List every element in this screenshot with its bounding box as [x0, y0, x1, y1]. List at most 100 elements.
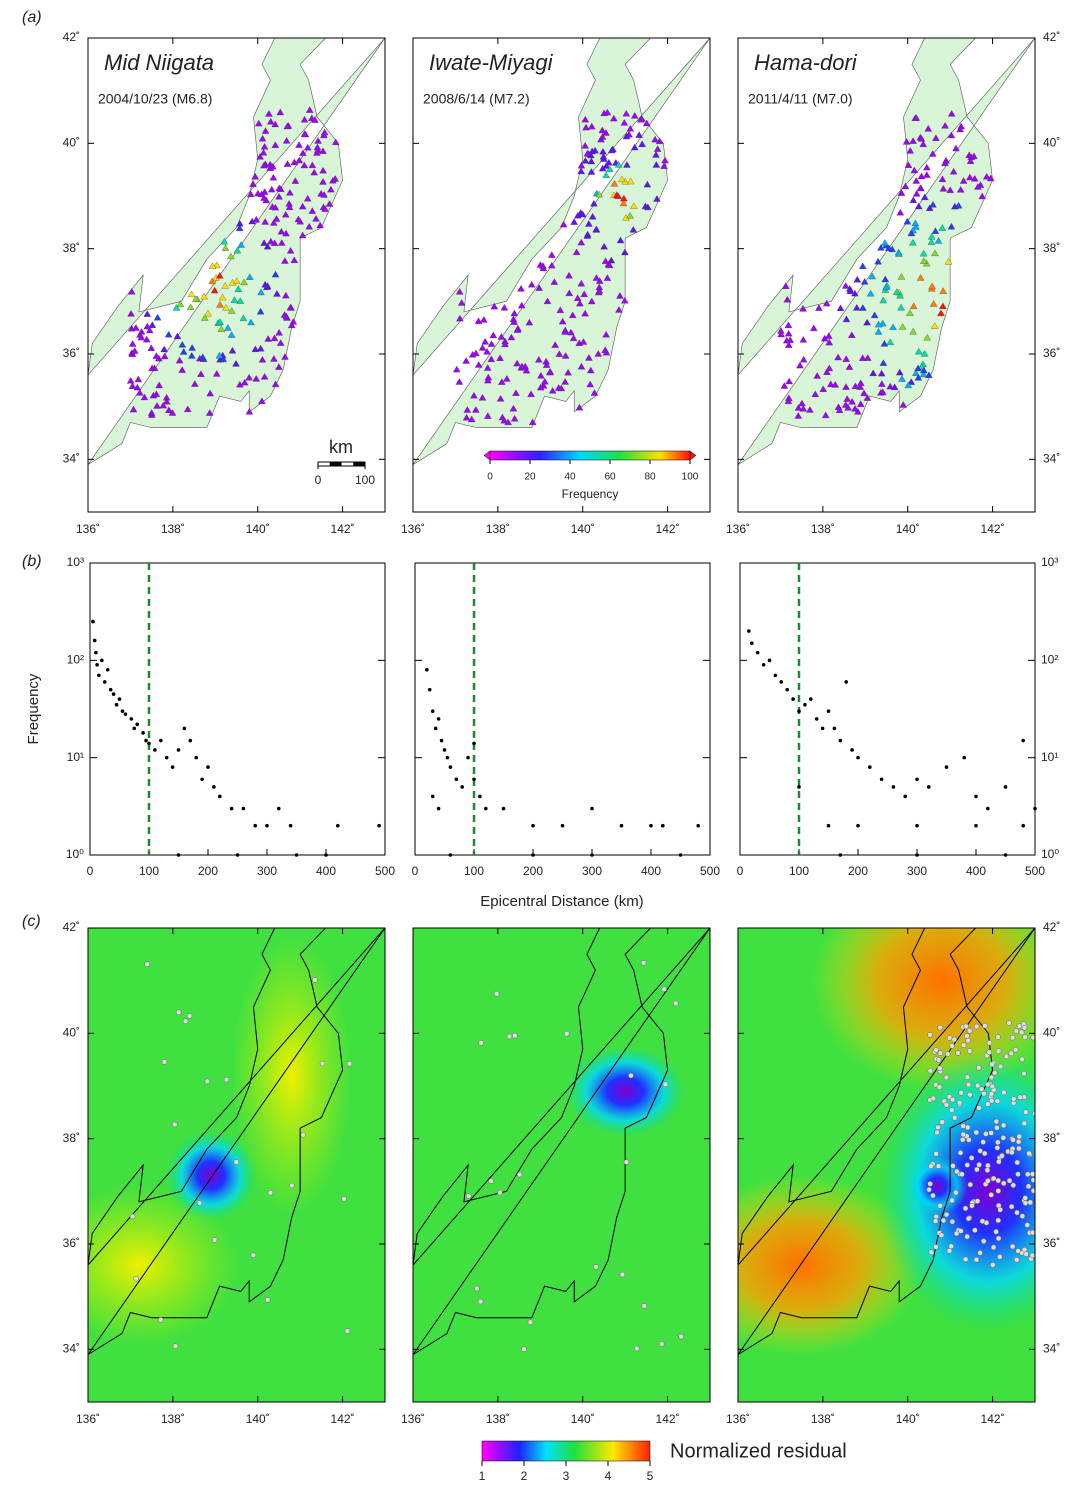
data-point — [773, 673, 778, 678]
station-marker — [183, 405, 192, 412]
station-dot — [988, 1098, 995, 1104]
scale-title: km — [329, 437, 353, 457]
station-marker — [263, 242, 272, 250]
station-marker — [165, 406, 173, 413]
station-dot — [994, 1125, 1000, 1131]
station-marker — [886, 338, 895, 346]
x-tick-label: 200 — [523, 864, 543, 878]
station-marker — [236, 297, 244, 304]
station-marker — [305, 222, 313, 230]
station-dot — [976, 1105, 982, 1111]
station-marker — [527, 390, 535, 397]
station-marker — [320, 128, 329, 136]
data-point — [200, 777, 204, 782]
map-frame — [737, 37, 1036, 513]
station-marker — [283, 160, 292, 167]
event-detail: 2008/6/14 (M7.2) — [423, 91, 530, 107]
data-point — [212, 785, 216, 789]
station-dot — [1027, 1199, 1034, 1206]
station-marker — [919, 370, 928, 378]
station-marker — [290, 158, 299, 166]
station-marker — [147, 409, 156, 416]
station-dot — [1023, 1109, 1029, 1115]
station-marker — [313, 143, 322, 151]
station-dot — [662, 1081, 669, 1088]
station-marker — [291, 177, 300, 184]
station-marker — [201, 314, 209, 321]
y-tick-label: 42˚ — [1043, 920, 1060, 934]
station-marker — [889, 323, 897, 330]
data-point — [761, 662, 766, 667]
data-point — [324, 853, 328, 857]
station-marker — [271, 203, 280, 211]
data-point — [425, 667, 429, 672]
station-marker — [827, 380, 835, 388]
data-point — [433, 726, 438, 731]
station-marker — [249, 180, 257, 187]
station-marker — [147, 344, 156, 351]
station-dot — [966, 1028, 973, 1034]
station-marker — [956, 186, 965, 193]
station-dot — [474, 1285, 480, 1292]
station-dot — [985, 1178, 991, 1184]
data-point — [903, 794, 907, 799]
station-marker — [567, 328, 575, 336]
station-marker — [251, 172, 259, 180]
station-marker — [470, 391, 478, 399]
station-marker — [881, 239, 889, 246]
station-marker — [295, 156, 303, 164]
panel-label: (b) — [22, 553, 42, 570]
station-marker — [270, 355, 278, 362]
scale-label: 100 — [355, 473, 375, 487]
station-marker — [620, 296, 629, 304]
map-frame — [87, 927, 386, 1403]
station-marker — [258, 397, 266, 404]
colorbar-tick-label: 80 — [644, 472, 656, 483]
station-marker — [630, 112, 639, 119]
colorbar-tick-label: 100 — [682, 472, 699, 483]
x-tick-label: 300 — [582, 864, 602, 878]
station-dot — [478, 1040, 484, 1046]
station-marker — [851, 382, 860, 390]
station-marker — [912, 223, 920, 230]
data-point — [427, 687, 432, 692]
station-dot — [1025, 1171, 1031, 1178]
station-marker — [270, 219, 278, 226]
station-dot — [928, 1249, 935, 1256]
station-dot — [1000, 1135, 1007, 1141]
station-marker — [462, 413, 471, 421]
x-axis-label: Epicentral Distance (km) — [480, 893, 643, 910]
data-point — [445, 755, 450, 760]
station-marker — [931, 227, 940, 234]
station-marker — [938, 224, 947, 231]
station-dot — [1019, 1056, 1025, 1063]
data-point — [144, 738, 148, 743]
station-marker — [487, 355, 496, 362]
station-marker — [130, 347, 139, 354]
station-marker — [652, 161, 661, 168]
station-marker — [815, 304, 823, 311]
station-marker — [255, 119, 263, 127]
data-point — [95, 662, 99, 667]
station-marker — [938, 175, 947, 182]
station-marker — [282, 137, 291, 144]
station-marker — [510, 318, 518, 325]
station-marker — [783, 295, 792, 303]
residual-blob — [166, 1130, 257, 1221]
data-point — [791, 697, 795, 701]
data-point — [1003, 785, 1008, 789]
station-dot — [980, 1139, 986, 1145]
station-marker — [463, 406, 472, 413]
station-marker — [954, 202, 963, 209]
station-dot — [1001, 1089, 1007, 1096]
station-marker — [230, 296, 239, 303]
station-marker — [224, 324, 232, 331]
station-marker — [261, 280, 269, 288]
station-marker — [271, 380, 280, 388]
station-dot — [1030, 1177, 1035, 1183]
station-marker — [235, 224, 244, 232]
station-marker — [457, 299, 466, 306]
data-point — [649, 823, 653, 828]
station-marker — [173, 332, 182, 340]
station-marker — [548, 387, 557, 394]
